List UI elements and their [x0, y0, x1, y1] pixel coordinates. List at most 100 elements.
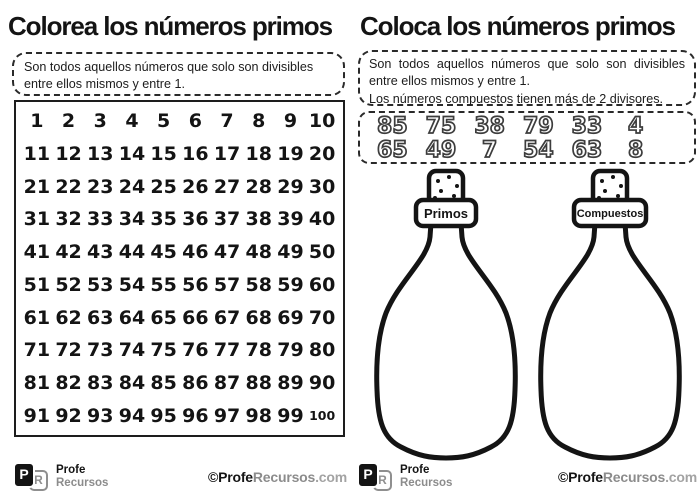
grid-number-73[interactable]: 73 [87, 339, 114, 362]
grid-number-23[interactable]: 23 [87, 175, 114, 198]
grid-number-22[interactable]: 22 [55, 175, 82, 198]
grid-number-33[interactable]: 33 [87, 208, 114, 231]
grid-number-98[interactable]: 98 [245, 404, 272, 427]
grid-number-99[interactable]: 99 [277, 404, 304, 427]
grid-number-3[interactable]: 3 [93, 110, 107, 133]
grid-number-18[interactable]: 18 [245, 143, 272, 166]
grid-number-81[interactable]: 81 [23, 371, 51, 394]
grid-number-47[interactable]: 47 [213, 241, 241, 264]
grid-number-27[interactable]: 27 [213, 175, 241, 198]
grid-number-77[interactable]: 77 [213, 339, 241, 362]
grid-number-6[interactable]: 6 [188, 110, 202, 133]
grid-number-15[interactable]: 15 [150, 143, 177, 166]
grid-number-89[interactable]: 89 [277, 371, 304, 394]
grid-number-31[interactable]: 31 [23, 208, 51, 231]
grid-number-85[interactable]: 85 [150, 371, 177, 394]
tile-number-54[interactable]: 54 [522, 138, 554, 164]
grid-number-29[interactable]: 29 [277, 175, 304, 198]
grid-number-55[interactable]: 55 [150, 273, 177, 296]
grid-number-69[interactable]: 69 [277, 306, 304, 329]
grid-number-59[interactable]: 59 [277, 273, 304, 296]
grid-number-16[interactable]: 16 [182, 143, 209, 166]
grid-number-39[interactable]: 39 [277, 208, 304, 231]
tile-number-49[interactable]: 49 [425, 138, 457, 164]
grid-number-1[interactable]: 1 [30, 110, 44, 133]
grid-number-72[interactable]: 72 [55, 339, 82, 362]
grid-number-66[interactable]: 66 [182, 306, 209, 329]
grid-number-58[interactable]: 58 [245, 273, 272, 296]
grid-number-80[interactable]: 80 [308, 339, 336, 362]
grid-number-2[interactable]: 2 [61, 110, 76, 133]
tile-number-38[interactable]: 38 [473, 114, 505, 140]
grid-number-25[interactable]: 25 [150, 175, 177, 198]
tile-number-63[interactable]: 63 [571, 138, 603, 164]
grid-number-67[interactable]: 67 [213, 306, 241, 329]
grid-number-52[interactable]: 52 [55, 273, 82, 296]
bottle-compuestos[interactable]: Compuestos [535, 167, 685, 463]
grid-number-30[interactable]: 30 [308, 175, 336, 198]
grid-number-10[interactable]: 10 [308, 110, 336, 133]
grid-number-61[interactable]: 61 [23, 306, 51, 329]
grid-number-79[interactable]: 79 [277, 339, 304, 362]
tile-number-8[interactable]: 8 [627, 138, 644, 164]
grid-number-90[interactable]: 90 [308, 371, 336, 394]
grid-number-62[interactable]: 62 [55, 306, 82, 329]
grid-number-17[interactable]: 17 [213, 143, 241, 166]
grid-number-38[interactable]: 38 [245, 208, 272, 231]
grid-number-21[interactable]: 21 [23, 175, 51, 198]
tile-number-75[interactable]: 75 [425, 114, 457, 140]
grid-number-35[interactable]: 35 [150, 208, 177, 231]
grid-number-97[interactable]: 97 [213, 404, 241, 427]
tile-number-65[interactable]: 65 [376, 138, 408, 164]
grid-number-7[interactable]: 7 [220, 110, 234, 133]
grid-number-94[interactable]: 94 [118, 404, 146, 427]
grid-number-4[interactable]: 4 [125, 110, 139, 133]
grid-number-34[interactable]: 34 [118, 208, 146, 231]
grid-number-74[interactable]: 74 [118, 339, 146, 362]
grid-number-57[interactable]: 57 [213, 273, 241, 296]
grid-number-12[interactable]: 12 [55, 143, 82, 166]
grid-number-32[interactable]: 32 [55, 208, 82, 231]
grid-number-84[interactable]: 84 [118, 371, 146, 394]
tile-number-4[interactable]: 4 [627, 114, 644, 140]
grid-number-11[interactable]: 11 [23, 143, 51, 166]
grid-number-8[interactable]: 8 [252, 110, 266, 133]
grid-number-36[interactable]: 36 [182, 208, 209, 231]
tile-number-79[interactable]: 79 [522, 114, 554, 140]
grid-number-65[interactable]: 65 [150, 306, 177, 329]
grid-number-46[interactable]: 46 [182, 241, 209, 264]
grid-number-53[interactable]: 53 [87, 273, 114, 296]
grid-number-14[interactable]: 14 [118, 143, 146, 166]
grid-number-56[interactable]: 56 [182, 273, 209, 296]
grid-number-28[interactable]: 28 [245, 175, 272, 198]
grid-number-54[interactable]: 54 [118, 273, 146, 296]
grid-number-20[interactable]: 20 [308, 143, 336, 166]
grid-number-48[interactable]: 48 [245, 241, 272, 264]
grid-number-9[interactable]: 9 [283, 110, 298, 133]
grid-number-19[interactable]: 19 [277, 143, 304, 166]
grid-number-96[interactable]: 96 [182, 404, 209, 427]
grid-number-64[interactable]: 64 [118, 306, 146, 329]
grid-number-76[interactable]: 76 [182, 339, 209, 362]
bottle-primos[interactable]: Primos [371, 167, 521, 463]
grid-number-44[interactable]: 44 [118, 241, 146, 264]
grid-number-49[interactable]: 49 [277, 241, 304, 264]
grid-number-83[interactable]: 83 [87, 371, 114, 394]
grid-number-87[interactable]: 87 [213, 371, 241, 394]
grid-number-70[interactable]: 70 [308, 306, 336, 329]
grid-number-51[interactable]: 51 [23, 273, 51, 296]
grid-number-45[interactable]: 45 [150, 241, 177, 264]
grid-number-42[interactable]: 42 [55, 241, 82, 264]
grid-number-41[interactable]: 41 [23, 241, 51, 264]
grid-number-93[interactable]: 93 [87, 404, 114, 427]
grid-number-60[interactable]: 60 [308, 273, 336, 296]
grid-number-82[interactable]: 82 [55, 371, 82, 394]
grid-number-91[interactable]: 91 [23, 404, 51, 427]
grid-number-68[interactable]: 68 [245, 306, 272, 329]
grid-number-71[interactable]: 71 [23, 339, 51, 362]
grid-number-13[interactable]: 13 [87, 143, 114, 166]
grid-number-78[interactable]: 78 [245, 339, 272, 362]
grid-number-75[interactable]: 75 [150, 339, 177, 362]
grid-number-86[interactable]: 86 [182, 371, 209, 394]
grid-number-37[interactable]: 37 [213, 208, 241, 231]
